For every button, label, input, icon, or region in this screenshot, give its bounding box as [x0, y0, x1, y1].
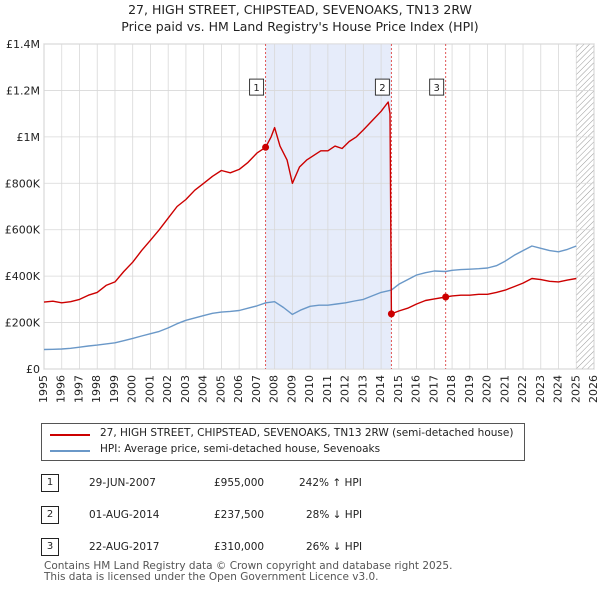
- x-tick-label: 2008: [268, 375, 281, 403]
- transaction-price: £237,500: [214, 509, 265, 521]
- sale-label: 1: [249, 78, 265, 96]
- x-tick-label: 1999: [108, 375, 121, 403]
- x-tick-label: 2005: [214, 375, 227, 403]
- transaction-hpi-change: 26% ↓ HPI: [306, 541, 363, 553]
- hpi-line: [43, 245, 577, 351]
- transaction-number: 3: [41, 538, 59, 556]
- price-chart: 1995 1996 1997 1998 1999 2000 2001 2002 2003 2004…: [5, 38, 600, 403]
- x-tick-label: 2010: [303, 375, 316, 403]
- transaction-date: 01-AUG-2014: [89, 509, 160, 521]
- y-tick-label: £800K: [5, 177, 41, 190]
- legend-swatch-hpi: [50, 450, 90, 452]
- x-tick-label: 2001: [143, 375, 156, 403]
- footer-licence: This data is licensed under the Open Gov…: [44, 571, 379, 583]
- x-tick-label: 2015: [392, 375, 405, 403]
- property-price-line: [43, 101, 577, 315]
- sale-label-box: [374, 78, 390, 96]
- sale-label-box: [429, 78, 445, 96]
- x-tick-label: 2009: [285, 375, 298, 403]
- sale-label: 3: [429, 78, 445, 96]
- x-tick-label: 2002: [161, 375, 174, 403]
- x-tick-label: 1996: [55, 375, 68, 403]
- sale-label-box: [249, 78, 265, 96]
- y-tick-label: £400K: [5, 270, 41, 283]
- legend-label-hpi: HPI: Average price, semi-detached house,…: [100, 443, 381, 455]
- x-tick-label: 2003: [179, 375, 192, 403]
- sale-label: 2: [374, 78, 390, 96]
- x-tick-label: 2018: [445, 375, 458, 403]
- footer: Contains HM Land Registry data © Crown c…: [44, 561, 452, 583]
- x-tick-label: 2013: [356, 375, 369, 403]
- table-row: 3 22-AUG-2017 £310,000 26% ↓ HPI: [41, 538, 441, 558]
- x-tick-label: 2025: [569, 375, 582, 403]
- x-tick-label: 2011: [321, 375, 334, 403]
- y-tick-label: £200K: [5, 317, 41, 330]
- transaction-number: 2: [41, 506, 59, 524]
- x-tick-label: 2000: [126, 375, 139, 403]
- x-tick-label: 2016: [410, 375, 423, 403]
- sale-label-text: 2: [379, 83, 385, 94]
- x-tick-label: 2022: [516, 375, 529, 403]
- x-tick-label: 2023: [534, 375, 547, 403]
- transaction-hpi-change: 28% ↓ HPI: [306, 509, 363, 521]
- y-tick-label: £1.4M: [6, 38, 40, 51]
- y-tick-label: £1M: [17, 131, 41, 144]
- x-tick-label: 2007: [250, 375, 263, 403]
- y-tick-label: £600K: [5, 224, 41, 237]
- transaction-date: 29-JUN-2007: [89, 477, 156, 489]
- transaction-hpi-change: 242% ↑ HPI: [299, 477, 362, 489]
- x-tick-label: 2017: [427, 375, 440, 403]
- x-tick-label: 2006: [232, 375, 245, 403]
- chart-title-address: 27, HIGH STREET, CHIPSTEAD, SEVENOAKS, T…: [128, 2, 472, 17]
- transaction-date: 22-AUG-2017: [89, 541, 160, 553]
- chart-subtitle: Price paid vs. HM Land Registry's House …: [121, 19, 479, 34]
- transaction-price: £310,000: [214, 541, 265, 553]
- x-tick-label: 1997: [72, 375, 85, 403]
- y-tick-label: £1.2M: [6, 84, 40, 97]
- x-tick-label: 2014: [374, 375, 387, 403]
- table-row: 2 01-AUG-2014 £237,500 28% ↓ HPI: [41, 506, 441, 526]
- transaction-price: £955,000: [214, 477, 265, 489]
- x-tick-label: 2019: [463, 375, 476, 403]
- sale-point: [262, 143, 270, 151]
- x-tick-label: 2026: [587, 375, 600, 403]
- legend-label-property: 27, HIGH STREET, CHIPSTEAD, SEVENOAKS, T…: [100, 427, 514, 439]
- forecast-hatch: [576, 44, 594, 369]
- sale-point: [387, 310, 395, 318]
- y-tick-label: £0: [26, 363, 40, 376]
- x-tick-label: 1998: [90, 375, 103, 403]
- footer-copyright: Contains HM Land Registry data © Crown c…: [44, 560, 453, 572]
- transaction-number: 1: [41, 474, 59, 492]
- x-tick-label: 1995: [37, 375, 50, 403]
- highlight-band: [265, 44, 392, 369]
- x-tick-label: 2004: [197, 375, 210, 403]
- chart-legend: 27, HIGH STREET, CHIPSTEAD, SEVENOAKS, T…: [41, 423, 525, 461]
- sale-label-text: 3: [433, 83, 439, 94]
- sale-label-text: 1: [253, 83, 259, 94]
- legend-swatch-property: [50, 434, 90, 436]
- x-tick-label: 2021: [498, 375, 511, 403]
- x-tick-label: 2012: [339, 375, 352, 403]
- x-tick-label: 2024: [552, 375, 565, 403]
- x-tick-label: 2020: [481, 375, 494, 403]
- sale-point: [442, 293, 450, 301]
- table-row: 1 29-JUN-2007 £955,000 242% ↑ HPI: [41, 474, 441, 494]
